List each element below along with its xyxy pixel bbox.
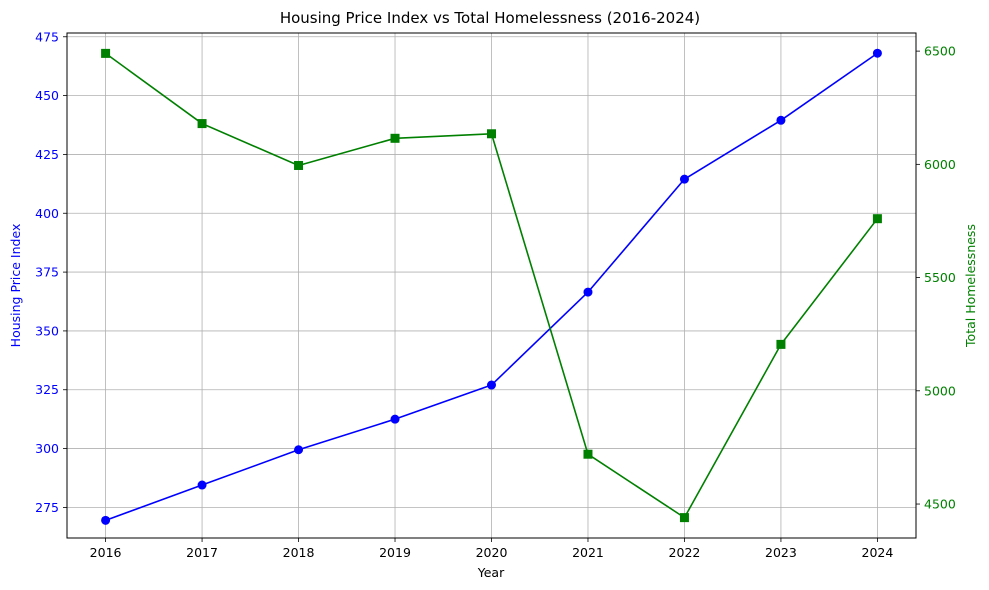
right-y-tick-label: 4500 <box>924 497 956 512</box>
grid <box>67 33 916 538</box>
left-y-tick-label: 400 <box>35 206 59 221</box>
left-y-tick-label: 450 <box>35 88 59 103</box>
housing-price-point <box>390 414 400 424</box>
x-tick-label: 2024 <box>862 545 894 560</box>
series-group <box>101 48 882 525</box>
right-y-axis-title: Total Homelessness <box>963 224 978 348</box>
housing-price-point <box>197 480 207 490</box>
housing-price-point <box>294 445 304 455</box>
left-y-tick-label: 475 <box>35 29 59 44</box>
left-y-tick-label: 375 <box>35 265 59 280</box>
right-y-tick-label: 5500 <box>924 270 956 285</box>
homelessness-point <box>294 160 304 170</box>
x-tick-label: 2018 <box>283 545 315 560</box>
left-y-tick-label: 275 <box>35 500 59 515</box>
x-tick-label: 2020 <box>476 545 508 560</box>
axes: 2016 2017 2018 2019 2020 2021 2022 2023 2024 275 3… <box>35 29 956 560</box>
x-tick-label: 2017 <box>186 545 218 560</box>
homelessness-point <box>197 119 207 129</box>
x-tick-label: 2019 <box>379 545 411 560</box>
homelessness-point <box>583 449 593 459</box>
homelessness-point <box>101 48 111 58</box>
left-y-tick-label: 350 <box>35 323 59 338</box>
homelessness-point <box>872 214 882 224</box>
homelessness-point <box>487 129 496 139</box>
housing-price-point <box>679 174 689 184</box>
left-y-tick-label: 325 <box>35 382 59 397</box>
homelessness-point <box>679 513 689 523</box>
homelessness-point <box>776 339 786 349</box>
housing-price-point <box>776 115 786 125</box>
right-y-tick-label: 6500 <box>924 44 956 59</box>
housing-price-point <box>583 287 593 297</box>
left-y-tick-label: 300 <box>35 441 59 456</box>
housing-price-point <box>487 380 496 390</box>
housing-price-point <box>872 48 882 58</box>
homelessness-point <box>390 133 400 143</box>
x-tick-label: 2023 <box>765 545 797 560</box>
left-y-axis-title: Housing Price Index <box>8 224 23 348</box>
left-y-tick-label: 425 <box>35 147 59 162</box>
x-tick-label: 2021 <box>572 545 604 560</box>
right-y-tick-label: 6000 <box>924 157 956 172</box>
chart-title: Housing Price Index vs Total Homelessnes… <box>280 9 700 27</box>
x-tick-label: 2016 <box>90 545 122 560</box>
x-tick-label: 2022 <box>669 545 701 560</box>
x-axis-title: Year <box>477 565 505 580</box>
right-y-tick-label: 5000 <box>924 383 956 398</box>
housing-price-point <box>101 515 111 525</box>
